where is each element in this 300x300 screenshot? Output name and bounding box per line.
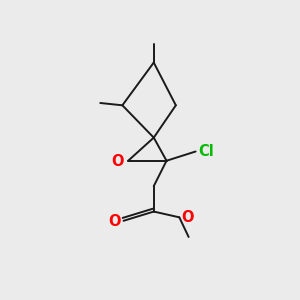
Text: Cl: Cl xyxy=(198,144,214,159)
Text: O: O xyxy=(108,214,121,230)
Text: O: O xyxy=(112,154,124,169)
Text: O: O xyxy=(181,210,194,225)
